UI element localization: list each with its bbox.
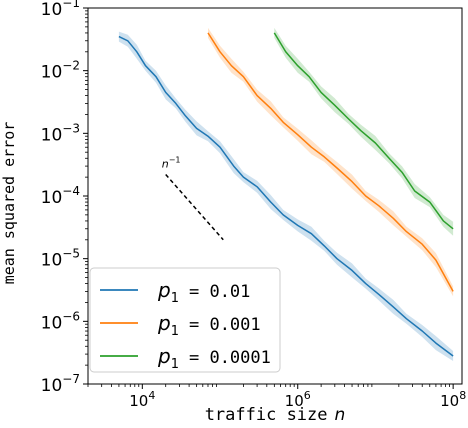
legend-box [89, 267, 281, 373]
y-tick-label-2: 10−6 [41, 309, 80, 333]
legend-label-2: p1 = 0.001 [157, 311, 261, 339]
x-axis-ticks: 104 106 108 [87, 384, 466, 410]
legend-label-1: p1 = 0.01 [157, 278, 250, 306]
confidence-band-1 [118, 31, 454, 361]
y-tick-label-1: 10−7 [41, 372, 80, 396]
y-tick-label-3: 10−5 [41, 247, 80, 271]
y-tick-label-6: 10−2 [41, 59, 80, 83]
confidence-band-3 [274, 27, 454, 236]
x-axis-label: traffic size n [205, 405, 346, 425]
reference-slope: n−1 [162, 156, 224, 241]
reference-slope-label: n−1 [162, 156, 181, 171]
y-tick-label-5: 10−3 [41, 121, 80, 145]
x-tick-label-1: 104 [129, 389, 155, 410]
x-tick-label-2: 106 [285, 389, 311, 410]
series-line-2 [207, 32, 454, 292]
y-tick-label-4: 10−4 [41, 184, 80, 208]
y-axis-label: mean squared error [0, 122, 18, 285]
y-axis-ticks: 10−7 10−6 10−5 10−4 10−3 10−2 10−1 [41, 0, 88, 396]
x-tick-label-3: 108 [440, 389, 466, 410]
series-lines [118, 32, 454, 357]
legend-label-3: p1 = 0.0001 [157, 344, 271, 372]
reference-slope-line [165, 174, 224, 241]
series-line-3 [273, 32, 454, 230]
y-tick-label-7: 10−1 [41, 0, 80, 20]
legend: p1 = 0.01 p1 = 0.001 p1 = 0.0001 [89, 267, 281, 373]
series-line-1 [118, 35, 454, 357]
